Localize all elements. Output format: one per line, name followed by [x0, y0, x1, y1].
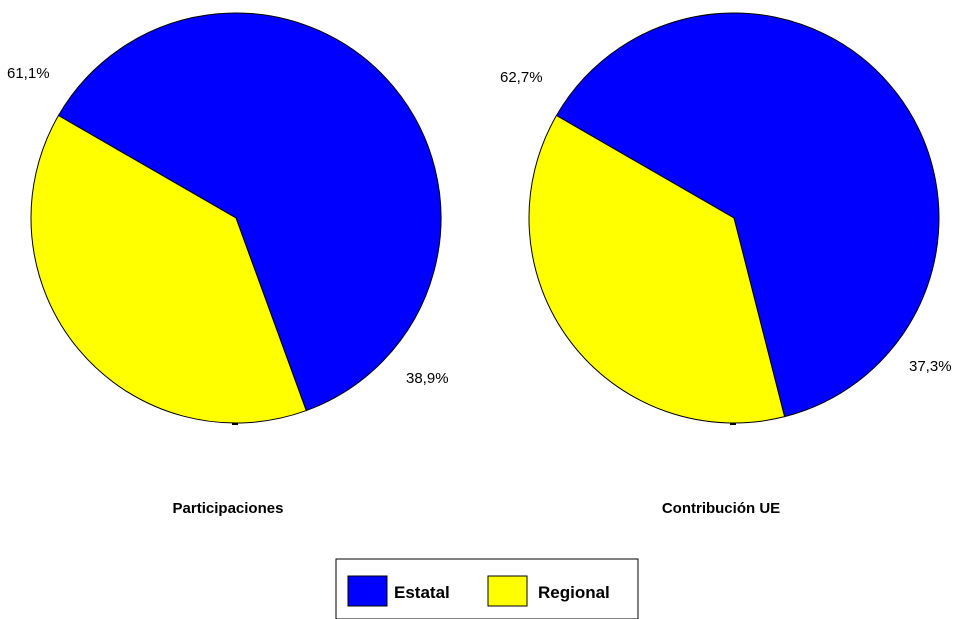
legend-label-regional: Regional: [538, 583, 610, 602]
slice-label-contribucion-ue-estatal: 62,7%: [500, 69, 543, 86]
slice-label-contribucion-ue-regional: 37,3%: [909, 358, 952, 375]
pie-slice-participaciones-estatal: [57, 12, 442, 412]
legend-swatch-estatal: [347, 575, 388, 607]
slice-label-participaciones-regional: 38,9%: [406, 370, 449, 387]
pie-chart-participaciones: 61,1% 38,9% Participaciones: [7, 12, 449, 517]
chart-title-contribucion-ue: Contribución UE: [662, 500, 780, 517]
pie-slice-contribucion-ue-estatal: [555, 12, 940, 418]
pie-slice-participaciones-regional: [30, 114, 307, 424]
pie-slices-participaciones: [30, 12, 442, 425]
pie-slice-contribucion-ue-regional: [528, 114, 786, 424]
pie-chart-contribucion-ue: 62,7% 37,3% Contribución UE: [500, 12, 952, 517]
chart-title-participaciones: Participaciones: [173, 500, 284, 517]
legend-swatch-regional: [487, 575, 528, 607]
slice-label-participaciones-estatal: 61,1%: [7, 65, 50, 82]
legend-label-estatal: Estatal: [394, 583, 450, 602]
legend: Estatal Regional: [335, 558, 639, 619]
pie-slices-contribucion-ue: [528, 12, 940, 425]
